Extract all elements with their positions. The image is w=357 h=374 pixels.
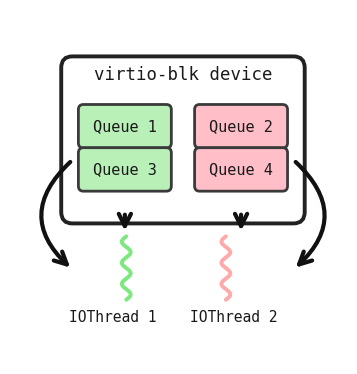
Text: Queue 3: Queue 3 — [93, 162, 157, 177]
FancyBboxPatch shape — [61, 56, 305, 223]
Text: IOThread 2: IOThread 2 — [190, 310, 278, 325]
FancyBboxPatch shape — [79, 148, 171, 191]
FancyBboxPatch shape — [195, 104, 287, 148]
Text: IOThread 1: IOThread 1 — [69, 310, 156, 325]
Text: Queue 4: Queue 4 — [209, 162, 273, 177]
Text: Queue 2: Queue 2 — [209, 119, 273, 134]
FancyBboxPatch shape — [79, 104, 171, 148]
Text: virtio-blk device: virtio-blk device — [94, 66, 272, 84]
Text: Queue 1: Queue 1 — [93, 119, 157, 134]
FancyBboxPatch shape — [195, 148, 287, 191]
